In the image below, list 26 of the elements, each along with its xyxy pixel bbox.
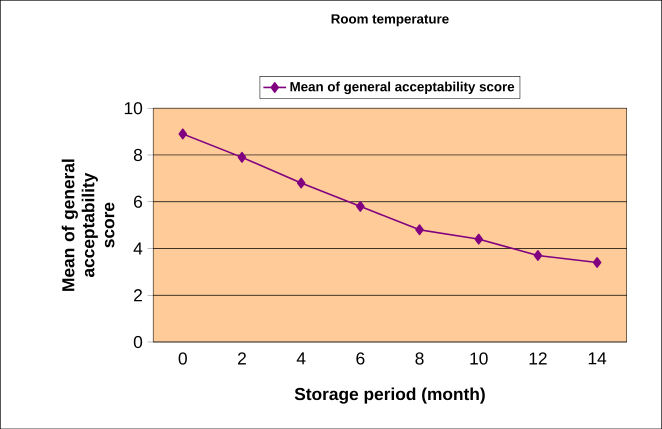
x-tick-label: 2	[238, 352, 246, 364]
y-tick-label: 10	[124, 102, 142, 114]
y-axis-title: Mean of general acceptability score	[62, 159, 114, 291]
point	[178, 128, 188, 140]
x-tick-label: 4	[296, 352, 306, 364]
point	[296, 177, 306, 188]
y-tick-label: 6	[134, 195, 142, 208]
legend-label: Mean of general acceptability score	[290, 82, 514, 94]
x-tick-label: 14	[588, 352, 606, 364]
x-tick-label: 0	[178, 352, 187, 365]
point	[356, 200, 365, 212]
point	[415, 224, 424, 236]
x-axis-title: Storage period (month)	[294, 387, 485, 404]
x-tick-label: 8	[415, 352, 424, 365]
x-tick-label: 12	[530, 352, 547, 364]
x-tick-label: 6	[356, 352, 364, 365]
x-tick-label: 10	[470, 352, 488, 365]
y-tick-label: 2	[134, 289, 142, 302]
point	[474, 234, 484, 244]
y-tick-label: 8	[134, 148, 142, 161]
point	[592, 256, 602, 268]
chart-title: Room temperature	[332, 14, 449, 26]
y-tick-label: 4	[134, 242, 142, 254]
y-tick-label: 0	[134, 336, 142, 348]
point	[238, 152, 246, 163]
point	[534, 250, 542, 261]
